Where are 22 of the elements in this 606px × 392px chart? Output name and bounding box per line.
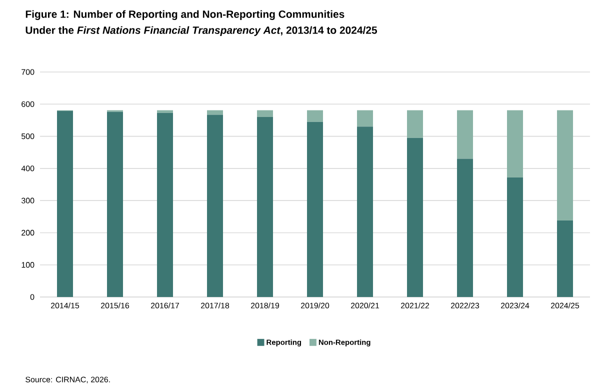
bar <box>457 110 474 159</box>
bar <box>557 110 574 221</box>
bar <box>57 110 74 298</box>
bar <box>507 177 524 298</box>
chart-title: Figure 1: Number of Reporting and Non-Reporting Communities <box>26 10 344 20</box>
bar <box>407 110 424 138</box>
bar <box>257 117 274 298</box>
bar <box>407 138 424 298</box>
bar <box>107 112 124 298</box>
bar <box>507 110 524 178</box>
bar <box>357 126 374 298</box>
bar <box>357 110 374 127</box>
bar <box>157 112 174 298</box>
chart-subtitle: Under the First Nations Financial Transparency Act, 2013/14 to 2024/25 <box>26 26 378 36</box>
bar <box>157 110 174 113</box>
bar <box>307 122 324 298</box>
bar <box>257 110 274 118</box>
bar <box>307 110 324 122</box>
bar <box>207 114 224 298</box>
bar <box>457 158 474 298</box>
bar <box>557 220 574 298</box>
bar <box>207 110 224 115</box>
